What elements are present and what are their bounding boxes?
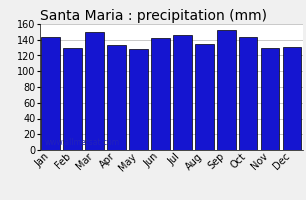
Bar — [283, 47, 301, 150]
Bar — [41, 37, 60, 150]
Bar — [151, 38, 170, 150]
Bar — [173, 35, 192, 150]
Text: www.allmetsat.com: www.allmetsat.com — [45, 138, 120, 147]
Bar — [107, 45, 126, 150]
Bar — [239, 37, 257, 150]
Bar — [129, 49, 148, 150]
Bar — [63, 48, 82, 150]
Bar — [217, 30, 236, 150]
Text: Santa Maria : precipitation (mm): Santa Maria : precipitation (mm) — [40, 9, 267, 23]
Bar — [195, 44, 214, 150]
Bar — [85, 32, 104, 150]
Bar — [261, 48, 279, 150]
